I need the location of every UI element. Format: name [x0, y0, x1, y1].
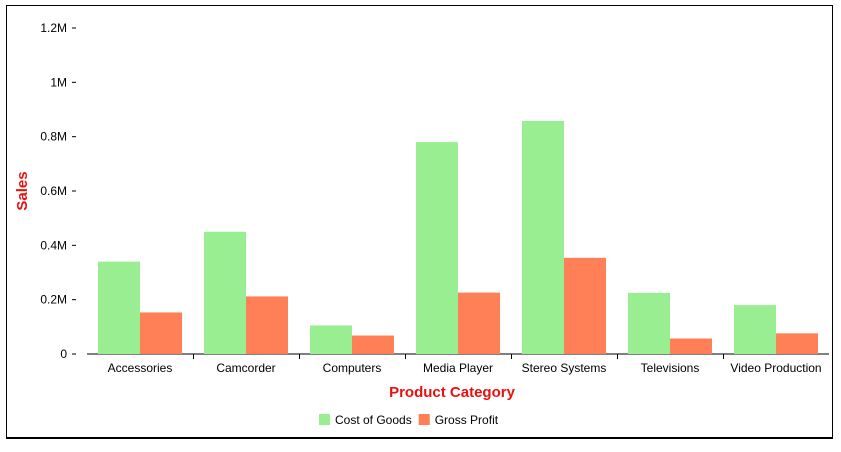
- bar-cost-of-goods[interactable]: [310, 325, 352, 354]
- x-axis: Accessories Camcorder Computers Media Playe…: [87, 353, 829, 375]
- y-tick-label: 0.4M: [40, 238, 67, 252]
- bar-gross-profit[interactable]: [564, 257, 606, 354]
- bar-gross-profit[interactable]: [140, 312, 182, 354]
- bar-cost-of-goods[interactable]: [98, 261, 140, 354]
- bar-gross-profit[interactable]: [670, 338, 712, 354]
- y-tick-label: 1M: [50, 75, 67, 89]
- x-tick-label: Stereo Systems: [522, 361, 607, 375]
- y-tick-label: 0: [60, 347, 67, 361]
- x-tick-label: Televisions: [641, 361, 700, 375]
- y-tick-label: 1.2M: [40, 21, 67, 35]
- x-tick-label: Video Production: [730, 361, 821, 375]
- x-tick-label: Computers: [323, 361, 382, 375]
- legend-swatch: [319, 414, 330, 425]
- x-tick-label: Camcorder: [216, 361, 275, 375]
- legend-label: Gross Profit: [435, 413, 499, 427]
- legend-swatch: [418, 414, 430, 425]
- bar-cost-of-goods[interactable]: [416, 142, 458, 354]
- legend-label: Cost of Goods: [335, 413, 412, 427]
- y-tick-label: 0.6M: [40, 184, 67, 198]
- y-axis-title: Sales: [14, 171, 31, 210]
- legend[interactable]: Cost of Goods Gross Profit: [319, 413, 499, 427]
- bar-gross-profit[interactable]: [776, 333, 818, 354]
- y-axis: 0 0.2M 0.4M 0.6M 0.8M 1M 1.2M: [40, 21, 76, 361]
- bar-cost-of-goods[interactable]: [628, 292, 670, 354]
- y-tick-label: 0.8M: [40, 130, 67, 144]
- bars: [98, 120, 818, 354]
- y-tick-label: 0.2M: [40, 293, 67, 307]
- x-tick-label: Accessories: [108, 361, 173, 375]
- bar-gross-profit[interactable]: [352, 335, 394, 354]
- bar-cost-of-goods[interactable]: [734, 305, 776, 354]
- bar-cost-of-goods[interactable]: [204, 231, 246, 354]
- bar-cost-of-goods[interactable]: [522, 120, 564, 354]
- bar-gross-profit[interactable]: [246, 296, 288, 354]
- x-axis-title: Product Category: [389, 384, 516, 401]
- bar-gross-profit[interactable]: [458, 292, 500, 354]
- x-tick-label: Media Player: [423, 361, 493, 375]
